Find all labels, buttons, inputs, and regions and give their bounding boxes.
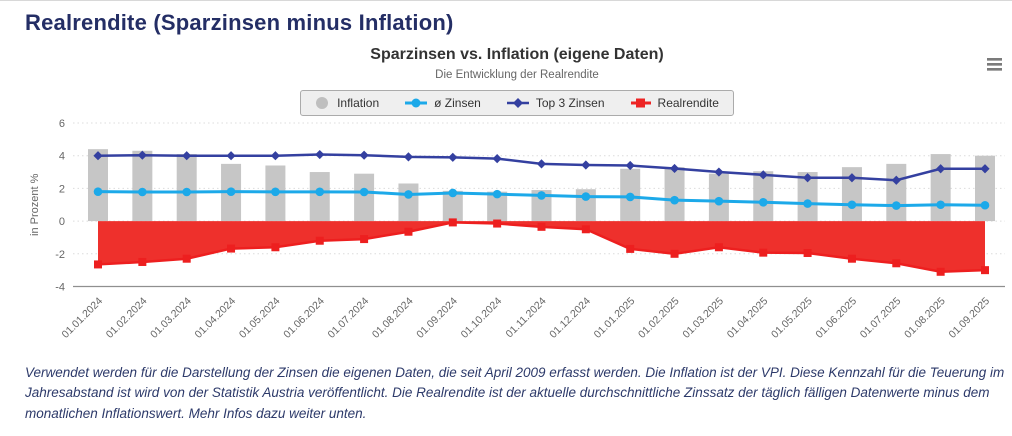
svg-text:-2: -2 [55,249,65,261]
svg-text:01.07.2024: 01.07.2024 [326,295,372,341]
svg-text:2: 2 [59,183,65,195]
page-title: Realrendite (Sparzinsen minus Inflation) [25,10,454,35]
circle-legend-icon [315,96,330,110]
chart-title: Sparzinsen vs. Inflation (eigene Daten) [370,46,664,63]
svg-text:01.09.2024: 01.09.2024 [414,295,460,341]
svg-text:01.04.2024: 01.04.2024 [193,295,239,341]
svg-text:01.01.2024: 01.01.2024 [59,295,105,341]
chart-menu-button[interactable] [981,52,1007,76]
svg-text:0: 0 [59,216,65,228]
svg-text:01.10.2024: 01.10.2024 [459,295,505,341]
line-circle-legend-icon [405,97,428,109]
svg-text:01.06.2025: 01.06.2025 [813,295,859,341]
legend-item--zinsen[interactable]: ø Zinsen [405,96,481,110]
line-diamond-legend-icon [506,97,529,109]
legend-item-realrendite[interactable]: Realrendite [630,96,719,110]
svg-text:01.02.2024: 01.02.2024 [104,295,150,341]
svg-text:01.01.2025: 01.01.2025 [592,295,638,341]
chart-card: Sparzinsen vs. Inflation (eigene Daten) … [25,46,1009,356]
legend-label: ø Zinsen [434,96,481,110]
svg-text:01.09.2025: 01.09.2025 [946,295,992,341]
legend-item-inflation[interactable]: Inflation [315,96,379,110]
svg-text:01.03.2025: 01.03.2025 [680,295,726,341]
svg-text:01.07.2025: 01.07.2025 [858,295,904,341]
svg-text:01.08.2025: 01.08.2025 [902,295,948,341]
svg-text:01.03.2024: 01.03.2024 [148,295,194,341]
svg-text:-4: -4 [55,282,65,294]
svg-text:01.02.2025: 01.02.2025 [636,295,682,341]
svg-text:01.11.2024: 01.11.2024 [504,295,549,340]
svg-text:01.06.2024: 01.06.2024 [281,295,327,341]
svg-text:01.05.2025: 01.05.2025 [769,295,815,341]
svg-text:01.08.2024: 01.08.2024 [370,295,416,341]
svg-text:in Prozent %: in Prozent % [29,173,41,236]
svg-text:6: 6 [59,118,65,130]
svg-text:01.05.2024: 01.05.2024 [237,295,283,341]
legend-label: Realrendite [657,96,719,110]
svg-text:01.12.2024: 01.12.2024 [547,295,593,341]
legend-label: Inflation [337,96,380,110]
svg-text:01.04.2025: 01.04.2025 [725,295,771,341]
chart-subtitle: Die Entwicklung der Realrendite [435,69,599,81]
legend-label: Top 3 Zinsen [535,96,605,110]
chart-description: Verwendet werden für die Darstellung der… [25,365,1005,421]
legend-item-top-3-zinsen[interactable]: Top 3 Zinsen [506,96,605,110]
svg-text:4: 4 [59,151,65,163]
chart-plot: -4 -2 0 2 4 6 in Prozent % 01.01.202401.02.2024… [29,118,1005,341]
line-square-legend-icon [630,97,651,109]
chart-legend: Inflation ø Zinsen Top 3 Zinsen Realrendite [300,90,734,116]
